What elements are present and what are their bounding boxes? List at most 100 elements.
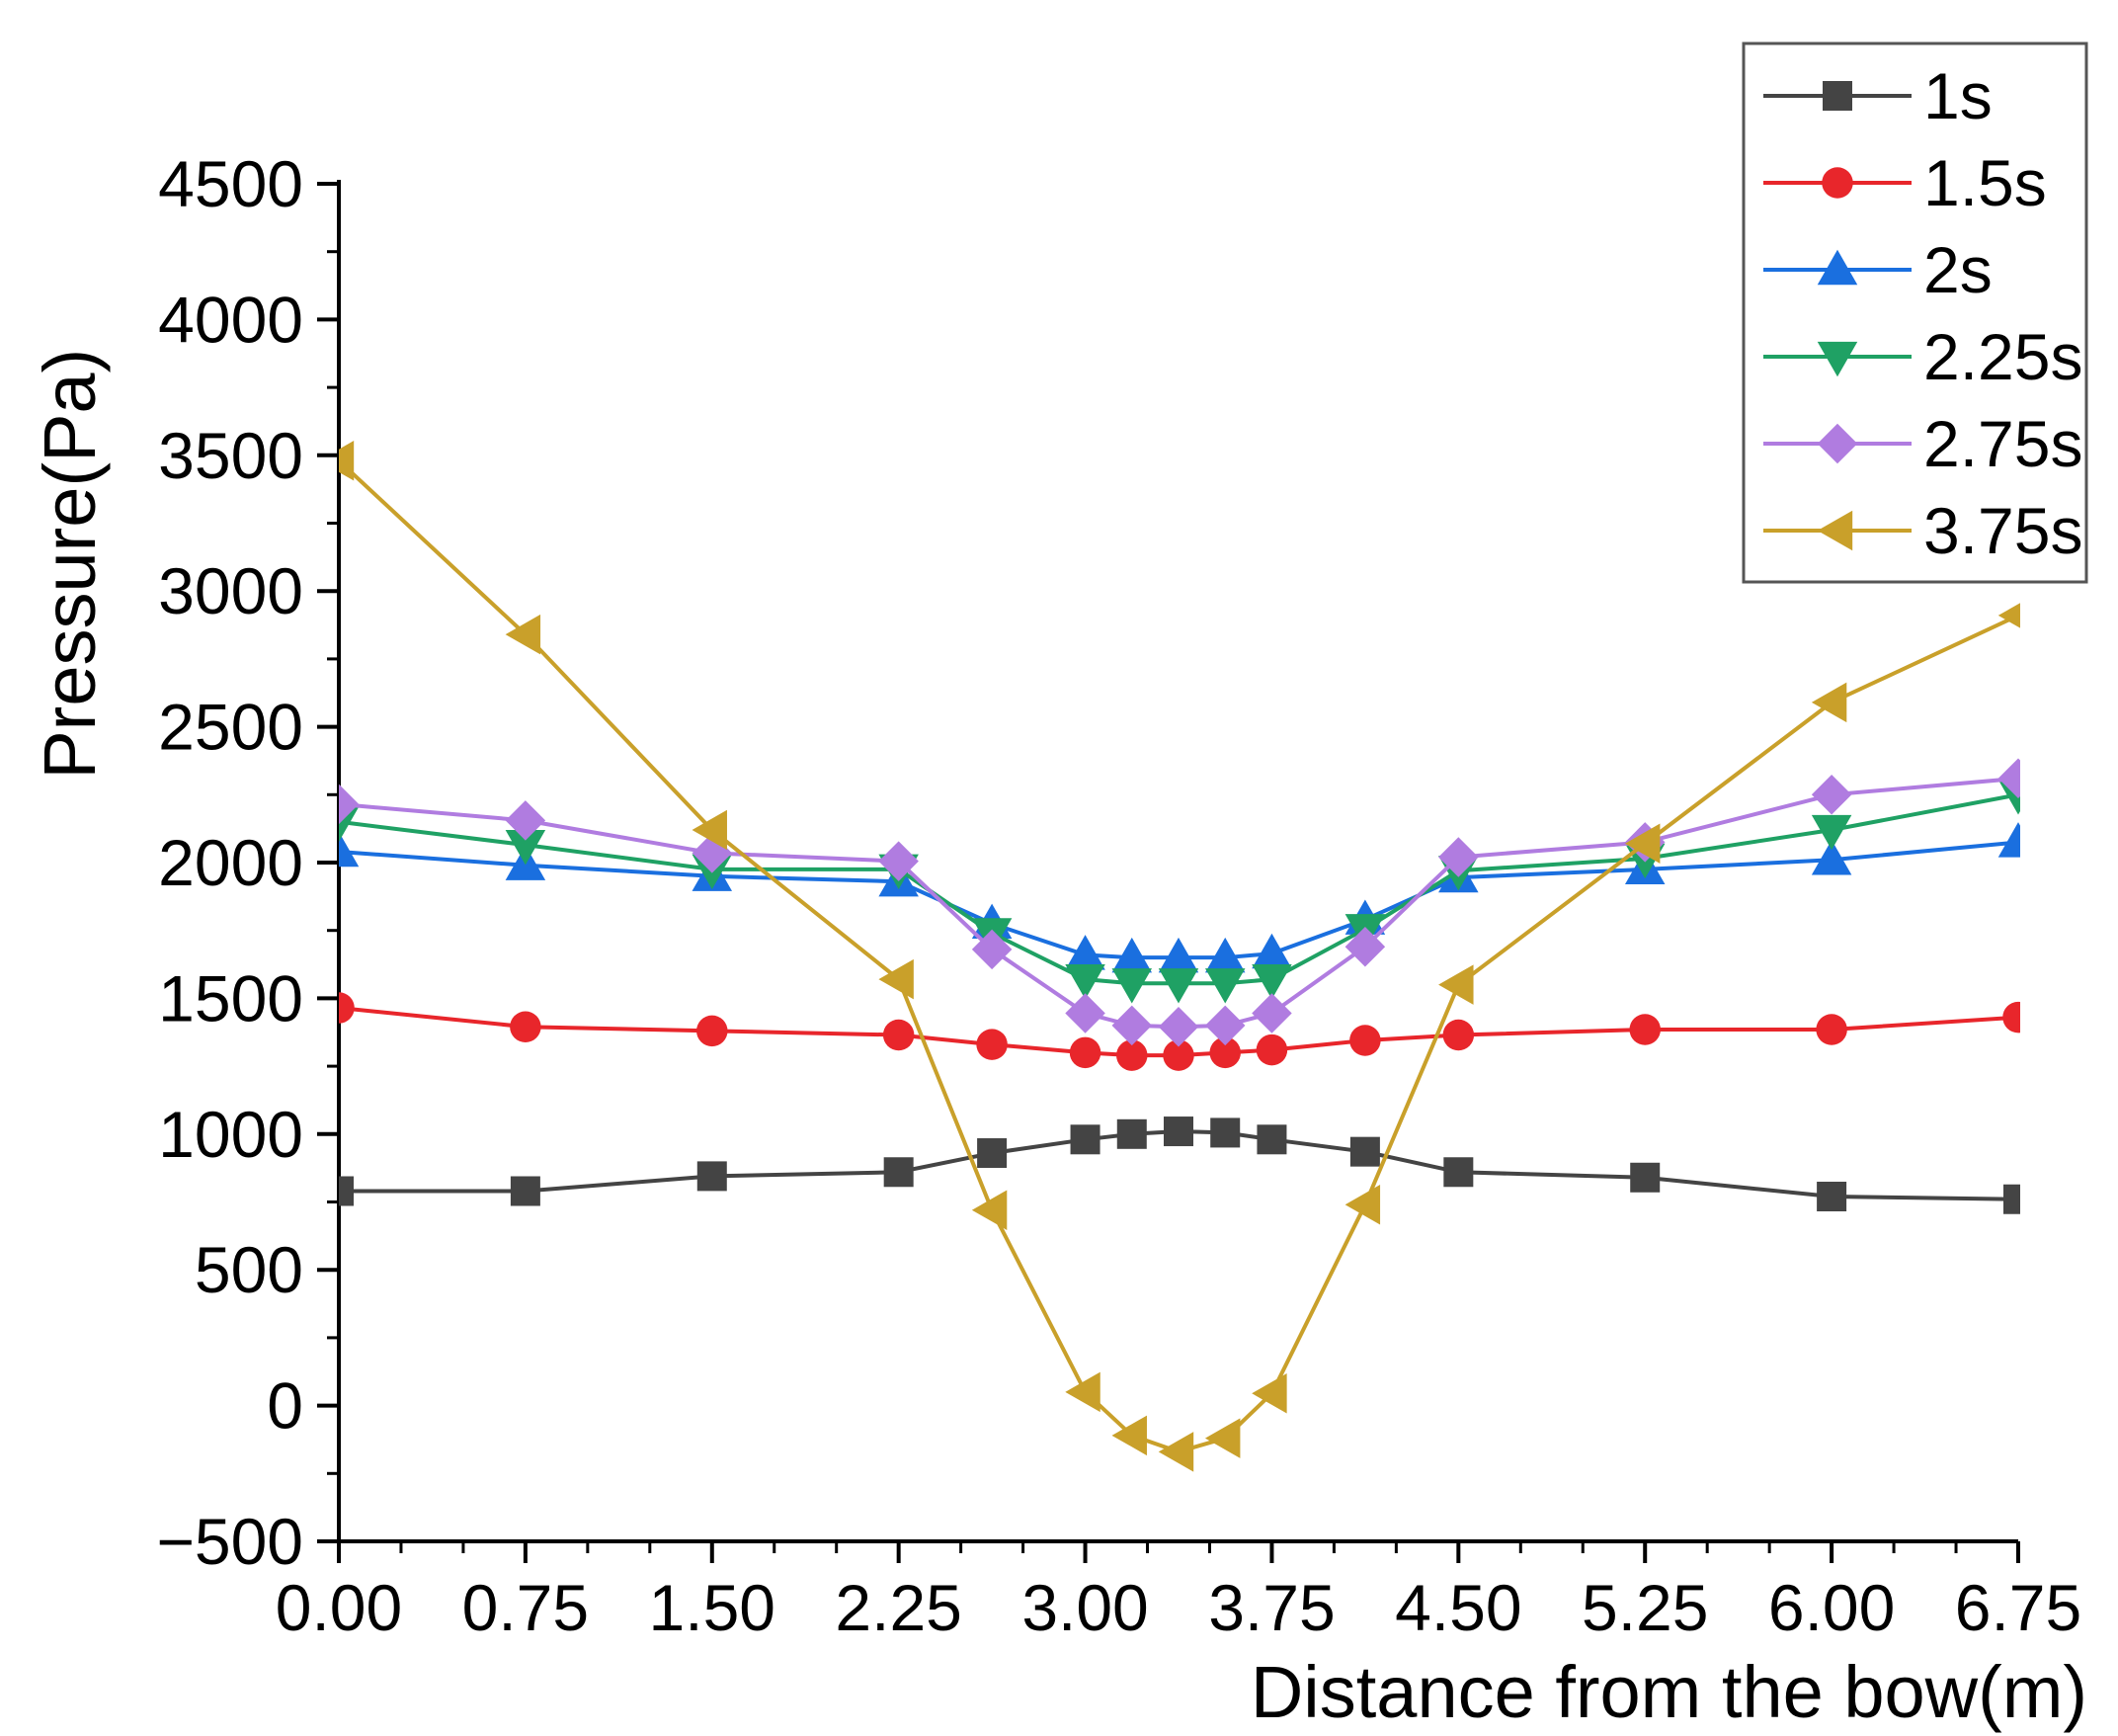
x-tick-label: 6.75 (1955, 1571, 2081, 1644)
data-point (1116, 1039, 1148, 1071)
series-1.5s (339, 992, 2020, 1071)
legend-marker (1817, 341, 1858, 377)
data-point (1811, 840, 1852, 875)
data-point (1111, 968, 1153, 1004)
data-point (1065, 993, 1105, 1033)
data-point (1349, 1136, 1380, 1167)
data-point (1256, 1033, 1288, 1066)
data-point (1204, 968, 1246, 1004)
y-tick-label: 1000 (158, 1098, 303, 1171)
y-tick-label: 2500 (158, 691, 303, 764)
data-point (339, 992, 355, 1024)
legend-marker (1823, 81, 1852, 111)
data-point (2003, 1184, 2020, 1214)
data-point (692, 809, 727, 851)
data-point (1164, 1116, 1193, 1147)
data-point (696, 1161, 727, 1192)
y-tick-label: 0 (267, 1369, 303, 1443)
data-point (1204, 1418, 1241, 1458)
data-point (1811, 682, 1847, 723)
legend-label: 2s (1923, 233, 1993, 306)
y-tick-label: 2000 (158, 826, 303, 899)
data-point (1209, 1036, 1241, 1069)
data-point (1811, 814, 1852, 851)
data-point (505, 614, 541, 655)
data-point (505, 829, 546, 866)
x-tick-label: 4.50 (1395, 1571, 1521, 1644)
x-tick-label: 2.25 (835, 1571, 961, 1644)
legend-marker (1817, 510, 1853, 551)
data-point (1069, 1036, 1101, 1069)
data-point (1997, 758, 2020, 799)
data-point (1344, 1184, 1381, 1225)
data-point (971, 1190, 1008, 1230)
data-point (1624, 823, 1661, 865)
x-tick-label: 6.00 (1768, 1571, 1895, 1644)
data-point (339, 441, 355, 481)
data-point (1111, 1005, 1153, 1046)
x-axis-title: Distance from the bow(m) (1251, 1651, 2087, 1733)
series-2s (339, 822, 2020, 973)
data-point (1438, 964, 1474, 1005)
series-2.25s (339, 780, 2020, 1004)
y-tick-label: 3000 (158, 554, 303, 627)
data-point (1997, 822, 2020, 858)
data-point (878, 958, 914, 1000)
data-point (1817, 1182, 1847, 1212)
data-point (1257, 1124, 1287, 1155)
data-point (1438, 837, 1479, 877)
legend-item: 2.25s (1763, 320, 2082, 393)
data-point (1065, 1371, 1100, 1413)
legend-item: 1.5s (1763, 146, 2047, 219)
y-tick-label: 1500 (158, 961, 303, 1034)
legend-label: 2.25s (1923, 320, 2082, 393)
data-point (971, 929, 1013, 970)
y-axis-title: Pressure(Pa) (29, 349, 111, 780)
data-point (1158, 968, 1199, 1004)
data-point (1816, 1014, 1847, 1045)
data-point (1158, 1432, 1194, 1472)
legend-marker (1817, 249, 1858, 286)
data-point (1158, 937, 1199, 973)
data-point (339, 1176, 354, 1206)
data-point (1204, 937, 1246, 973)
data-point (976, 1029, 1008, 1060)
data-point (1252, 993, 1292, 1033)
series-2.75s (339, 758, 2020, 1047)
x-tick-label: 3.00 (1021, 1571, 1148, 1644)
x-tick-label: 0.00 (276, 1571, 402, 1644)
legend: 1s 1.5s 2s 2.25s 2.75s 3.75s (1742, 41, 2088, 584)
legend-item: 1s (1763, 59, 1993, 132)
data-point (510, 1176, 540, 1206)
data-point (977, 1138, 1008, 1169)
data-point (878, 841, 919, 881)
data-point (510, 1011, 541, 1043)
data-point (2002, 1001, 2020, 1033)
data-point (1252, 963, 1292, 1000)
data-point (1344, 926, 1386, 967)
data-point (1070, 1124, 1100, 1155)
data-point (1349, 1025, 1381, 1056)
data-point (1111, 937, 1153, 973)
data-point (1158, 1007, 1199, 1047)
legend-marker (1817, 423, 1858, 464)
x-tick-label: 1.50 (649, 1571, 775, 1644)
data-point (339, 784, 360, 825)
legend-label: 3.75s (1923, 494, 2082, 567)
data-point (505, 800, 546, 841)
legend-box (1742, 41, 2088, 584)
legend-item: 3.75s (1763, 494, 2082, 567)
data-point (1252, 1372, 1287, 1414)
data-point (1210, 1117, 1241, 1148)
series-layer (339, 441, 2020, 1472)
legend-label: 1s (1923, 59, 1993, 132)
data-point (339, 831, 360, 868)
data-point (696, 1015, 728, 1047)
data-point (1442, 1019, 1475, 1051)
x-tick-label: 5.25 (1582, 1571, 1708, 1644)
axes: −500 0 500 1000 1500 2000 2500 3000 3500 4000 4500… (29, 147, 2087, 1733)
data-point (1252, 933, 1292, 969)
data-point (1443, 1157, 1474, 1188)
legend-item: 2s (1763, 233, 1993, 306)
